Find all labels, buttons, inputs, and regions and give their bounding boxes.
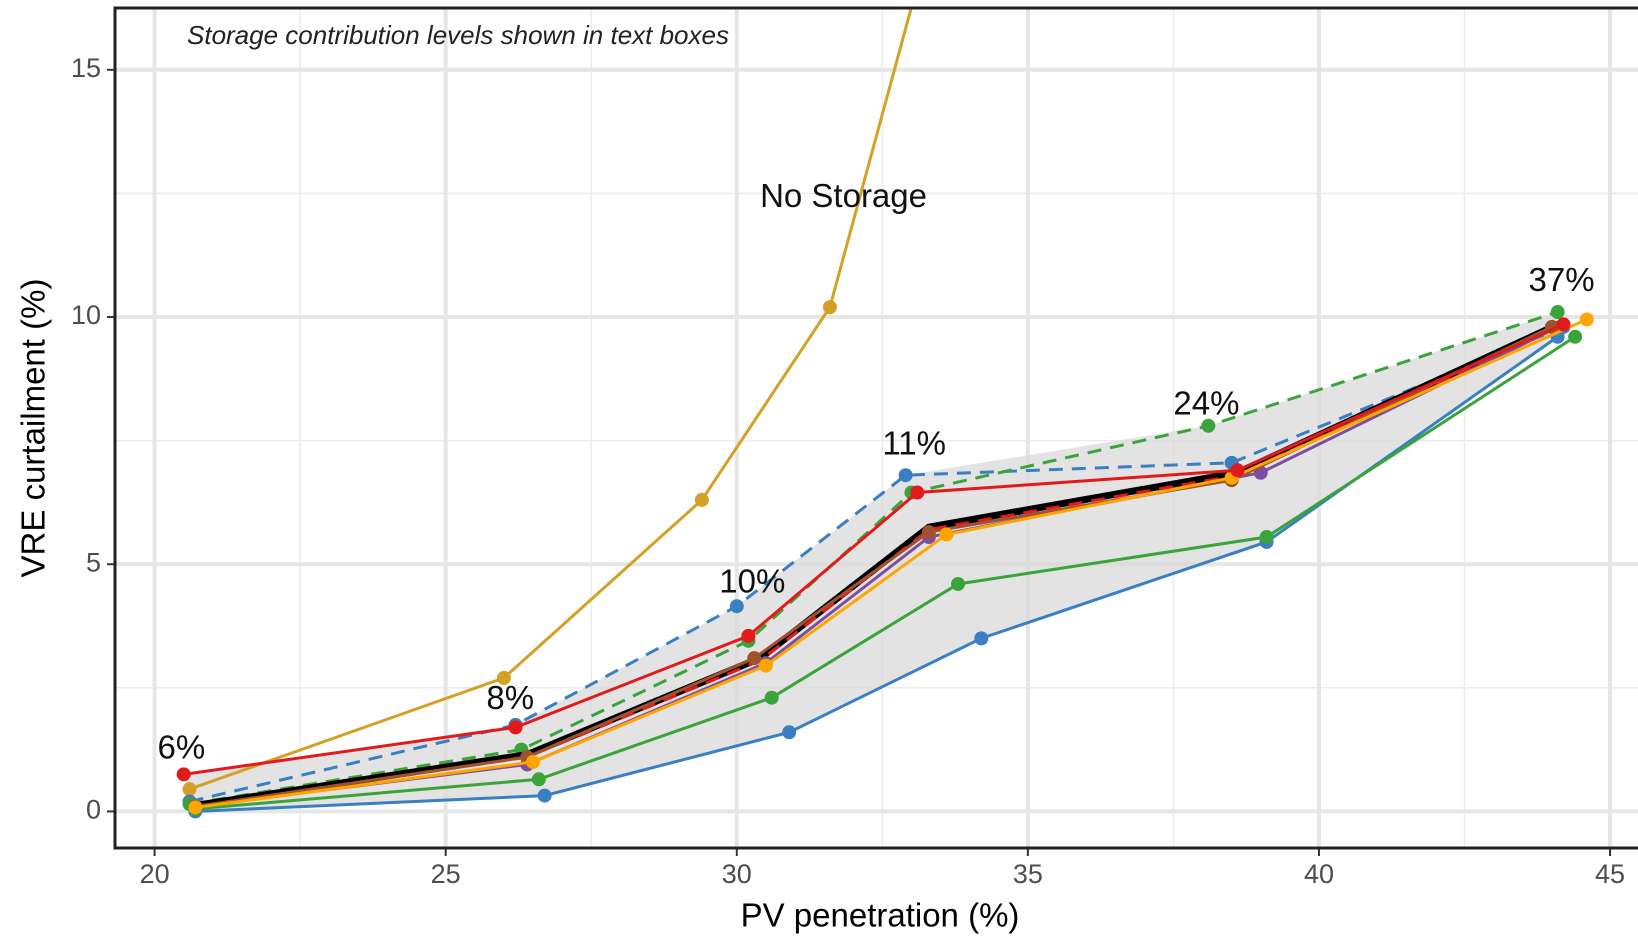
x-tick-label: 20 bbox=[140, 859, 170, 889]
data-point bbox=[531, 772, 546, 787]
data-point bbox=[1230, 463, 1245, 478]
data-point bbox=[898, 468, 913, 483]
plot-area bbox=[176, 8, 1594, 819]
x-tick-label: 35 bbox=[1013, 859, 1043, 889]
storage-label: 6% bbox=[157, 728, 205, 765]
data-point bbox=[764, 690, 779, 705]
data-point bbox=[782, 725, 797, 740]
storage-label: 10% bbox=[719, 563, 785, 600]
annotation: Storage contribution levels shown in tex… bbox=[187, 20, 729, 50]
y-axis-label: VRE curtailment (%) bbox=[15, 279, 52, 578]
data-point bbox=[496, 670, 511, 685]
data-point bbox=[1568, 329, 1583, 344]
x-tick-label: 40 bbox=[1304, 859, 1334, 889]
data-point bbox=[729, 599, 744, 614]
x-tick-label: 30 bbox=[722, 859, 752, 889]
data-point bbox=[910, 485, 925, 500]
storage-label: No Storage bbox=[760, 177, 927, 214]
data-point bbox=[508, 720, 523, 735]
x-axis-label: PV penetration (%) bbox=[741, 897, 1020, 934]
data-point bbox=[1556, 317, 1571, 332]
data-point bbox=[741, 628, 756, 643]
storage-label: 11% bbox=[882, 424, 946, 461]
storage-label: 8% bbox=[486, 679, 534, 716]
data-point bbox=[939, 527, 954, 542]
data-point bbox=[951, 576, 966, 591]
data-point bbox=[188, 800, 203, 815]
series-line bbox=[189, 325, 1565, 803]
data-point bbox=[537, 788, 552, 803]
plot-border bbox=[113, 6, 1638, 850]
data-point bbox=[176, 767, 191, 782]
data-point bbox=[822, 300, 837, 315]
y-tick-label: 10 bbox=[71, 300, 101, 330]
data-point bbox=[747, 651, 762, 666]
data-point bbox=[1550, 305, 1565, 320]
storage-label: 24% bbox=[1173, 385, 1239, 422]
x-tick-label: 25 bbox=[431, 859, 461, 889]
y-tick-label: 15 bbox=[71, 53, 101, 83]
data-point bbox=[1201, 418, 1216, 433]
storage-label: 37% bbox=[1529, 261, 1595, 298]
series-line bbox=[183, 323, 1565, 776]
series-line bbox=[195, 335, 1559, 813]
y-tick-label: 5 bbox=[86, 547, 101, 577]
data-point bbox=[921, 525, 936, 540]
data-point bbox=[182, 782, 197, 797]
data-point bbox=[526, 754, 541, 769]
range-band bbox=[183, 312, 1558, 812]
y-tick-label: 0 bbox=[86, 795, 101, 825]
data-point bbox=[694, 492, 709, 507]
data-point bbox=[1259, 530, 1274, 545]
series-line bbox=[195, 318, 1588, 809]
series-line bbox=[195, 335, 1576, 811]
x-tick-label: 45 bbox=[1595, 859, 1625, 889]
data-point bbox=[1579, 312, 1594, 327]
data-point bbox=[974, 631, 989, 646]
data-point bbox=[758, 658, 773, 673]
